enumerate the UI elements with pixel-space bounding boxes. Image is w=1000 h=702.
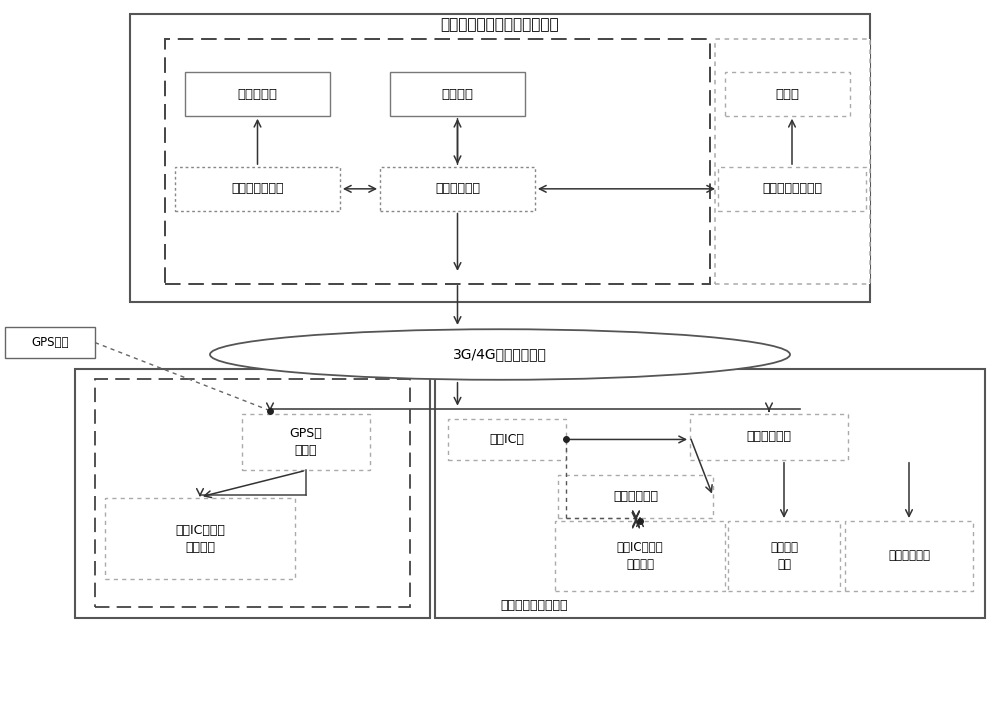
Text: 公交电子站牌子系统: 公交电子站牌子系统: [500, 599, 568, 612]
Bar: [5, 327, 95, 358]
Text: 网络通讯设备: 网络通讯设备: [435, 183, 480, 195]
Bar: [390, 72, 525, 116]
Text: 显示屏: 显示屏: [776, 88, 800, 100]
Bar: [165, 39, 710, 284]
Bar: [728, 521, 840, 591]
Bar: [242, 414, 370, 470]
Text: 用户IC卡: 用户IC卡: [490, 433, 524, 446]
Bar: [435, 369, 985, 618]
Bar: [715, 39, 870, 284]
Text: 用户IC卡射频
识别设备: 用户IC卡射频 识别设备: [617, 541, 663, 571]
Bar: [185, 72, 330, 116]
Ellipse shape: [210, 329, 790, 380]
Bar: [105, 498, 295, 579]
Text: 大屏幕显示: 大屏幕显示: [238, 88, 278, 100]
Text: 公交电子站牌: 公交电子站牌: [746, 430, 791, 444]
Bar: [845, 521, 973, 591]
Bar: [130, 14, 870, 302]
Text: 公交中心后台调度管理子系统: 公交中心后台调度管理子系统: [441, 17, 559, 32]
Text: 3G/4G网络通讯系统: 3G/4G网络通讯系统: [453, 347, 547, 362]
Text: 信息接收系统: 信息接收系统: [888, 550, 930, 562]
Bar: [380, 167, 535, 211]
Bar: [558, 475, 713, 518]
Text: 客户端管理计算机: 客户端管理计算机: [762, 183, 822, 195]
Text: 中心调度服务器: 中心调度服务器: [231, 183, 284, 195]
Bar: [95, 379, 410, 607]
Text: 用户IC卡射频
识别设备: 用户IC卡射频 识别设备: [175, 524, 225, 554]
Bar: [690, 414, 848, 460]
Text: GPS卫星: GPS卫星: [31, 336, 69, 349]
Bar: [725, 72, 850, 116]
Bar: [448, 419, 566, 460]
Text: 无线通讯模块: 无线通讯模块: [613, 490, 658, 503]
Bar: [75, 369, 430, 618]
Bar: [175, 167, 340, 211]
Text: GPS车
载终端: GPS车 载终端: [290, 428, 322, 457]
Text: 信息发布
系统: 信息发布 系统: [770, 541, 798, 571]
Bar: [718, 167, 866, 211]
Bar: [555, 521, 725, 591]
Text: 发布系统: 发布系统: [442, 88, 474, 100]
